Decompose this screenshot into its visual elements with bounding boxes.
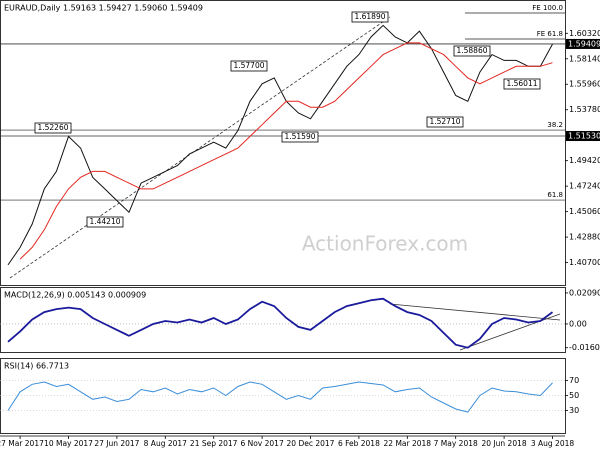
y-tick-label: 1.60320 [569,29,600,38]
series-line [19,42,553,260]
x-tick-label: 27 Jun 2017 [94,439,139,448]
annotation-box [503,78,541,90]
series-line [7,297,554,349]
x-tick-label: 6 Feb 2018 [338,439,380,448]
y-tick-label: -0.016023 [569,343,600,352]
annotation: 1.51590 [284,132,315,141]
y-tick-label: 50 [569,391,579,400]
annotation: 1.61890 [354,12,385,21]
y-tick-label: 30 [569,406,579,415]
x-tick-label: 6 Nov 2017 [240,439,283,448]
price-marker-label: 1.59409 [568,39,600,48]
x-tick-label: 20 Jun 2018 [482,439,527,448]
fib-label: FE 61.8 [537,30,563,38]
fib-label: 61.8 [547,191,563,199]
y-tick-label: 0.020904 [569,288,600,297]
macd-trend-line [459,313,561,351]
panel-frame [0,0,566,286]
panel-frame [0,287,566,353]
price-marker-box [566,131,600,142]
annotation-box [281,131,319,143]
x-tick-label: 21 Sep 2017 [190,439,238,448]
y-tick-label: 1.42880 [569,233,600,242]
x-tick-label: 3 Aug 2018 [531,439,574,448]
y-tick-label: 70 [569,376,579,385]
trend-line [9,16,391,279]
annotation: 1.56011 [506,79,537,88]
x-tick-label: 27 Mar 2017 [0,439,44,448]
annotation-box [230,60,268,72]
y-tick-label: 1.53780 [569,105,600,114]
price-marker-label: 1.51530 [568,132,600,141]
y-tick-label: 1.55960 [569,80,600,89]
y-tick-label: 0.00 [569,319,587,328]
y-tick-label: 1.40700 [569,258,600,267]
annotation: 1.52260 [37,123,68,132]
x-tick-label: 22 Mar 2018 [384,439,432,448]
series-line [7,381,553,413]
macd-trend-line [389,303,561,321]
panel-title: MACD(12,26,9) 0.005143 0.000909 [4,291,146,300]
fib-label: FE 100.0 [532,4,563,12]
price-marker-box [566,38,600,49]
annotation: 1.44210 [89,217,120,226]
series-line [7,24,553,266]
annotation: 1.57700 [233,61,264,70]
x-tick-label: 7 May 2018 [434,439,478,448]
annotation-box [34,122,72,134]
panel-frame [0,358,566,434]
x-tick-label: 8 Aug 2017 [144,439,187,448]
y-tick-label: 1.47240 [569,182,600,191]
annotation-box [86,216,124,228]
x-tick-label: 20 Dec 2017 [287,439,335,448]
annotation-box [453,45,491,57]
annotation-box [351,11,389,23]
annotation: 1.58860 [456,46,487,55]
watermark: ActionForex.com [302,232,468,256]
panel-title: RSI(14) 66.7713 [4,362,69,371]
annotation: 1.52710 [429,117,460,126]
y-tick-label: 1.58140 [569,54,600,63]
y-tick-label: 1.49420 [569,156,600,165]
y-tick-label: 1.45060 [569,207,600,216]
panel-title: EURAUD,Daily 1.59163 1.59427 1.59060 1.5… [4,4,203,13]
annotation-box [426,116,464,128]
fib-label: 38.2 [547,121,563,129]
x-tick-label: 10 May 2017 [44,439,93,448]
